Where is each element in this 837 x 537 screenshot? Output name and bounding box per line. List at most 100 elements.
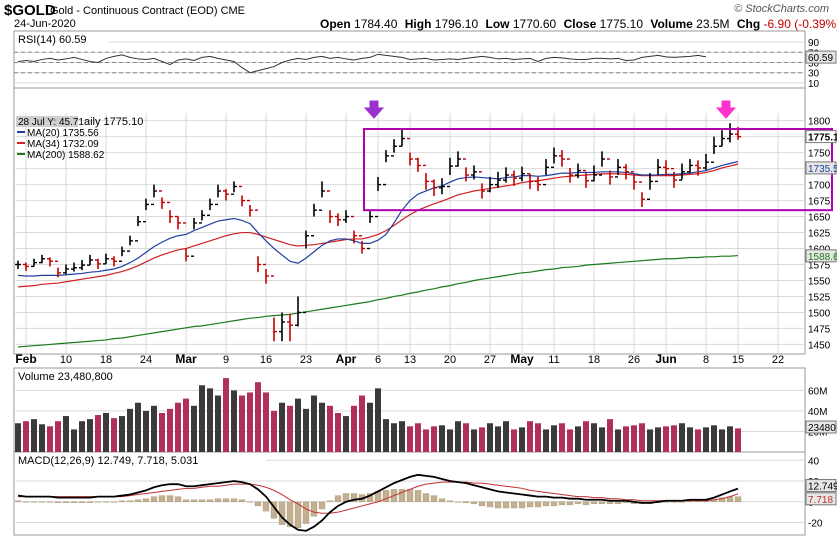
volume-bar	[23, 421, 29, 452]
volume-bar	[559, 423, 565, 452]
ohlc-bar	[71, 262, 77, 272]
rsi-last-value-box	[805, 50, 837, 64]
macd-histogram-bar	[62, 501, 70, 503]
volume-bar	[399, 421, 405, 452]
volume-bar	[463, 423, 469, 452]
macd-histogram-bar	[318, 501, 326, 510]
volume-bar	[31, 419, 37, 452]
macd-histogram-bar	[718, 497, 726, 502]
volume-bar	[527, 421, 533, 452]
volume-bar	[183, 398, 189, 452]
volume-bar	[119, 416, 125, 452]
macd-histogram-bar	[14, 500, 22, 502]
rsi-tick-label: 10	[808, 79, 820, 90]
macd-histogram-bar	[486, 501, 494, 508]
rsi-label: RSI(14) 60.59	[18, 34, 86, 46]
volume-bar	[127, 408, 133, 452]
ohlc-bar	[279, 312, 285, 342]
macd-histogram-bar	[150, 496, 158, 502]
ohlc-bar	[447, 157, 453, 188]
volume-bar	[215, 395, 221, 452]
macd-histogram-bar	[566, 501, 574, 506]
ohlc-bar	[487, 176, 493, 193]
volume-bar	[167, 408, 173, 452]
volume-bar	[431, 426, 437, 452]
ohlc-bar	[15, 260, 21, 269]
volume-value: 23.5M	[696, 17, 730, 31]
ohlc-bar	[159, 190, 165, 209]
ohlc-bar	[495, 171, 501, 188]
low-label: Low	[485, 17, 510, 31]
chart-date: 24-Jun-2020	[14, 18, 76, 30]
volume-bar	[543, 429, 549, 452]
ma200-line	[17, 254, 739, 348]
ohlc-bar	[351, 215, 357, 244]
volume-bar	[575, 426, 581, 452]
macd-histogram-bar	[126, 500, 134, 502]
x-tick-label: 24	[140, 354, 152, 366]
ohlc-bar	[319, 181, 325, 211]
price-tick-label: 1450	[808, 340, 831, 351]
ohlc-bar	[391, 139, 397, 157]
macd-histogram-bar	[350, 493, 358, 502]
price-tick-label: 1625	[808, 229, 831, 240]
ohlc-bar	[607, 158, 613, 185]
volume-bar	[511, 429, 517, 452]
volume-bar	[175, 402, 181, 452]
ohlc-bar	[343, 210, 349, 223]
volume-bar	[423, 429, 429, 452]
volume-bar	[287, 405, 293, 452]
ohlc-bar	[287, 313, 293, 342]
ohlc-bar	[23, 262, 29, 271]
macd-tick-label: 40	[808, 456, 820, 467]
ohlc-bar	[271, 275, 277, 342]
volume-bar	[111, 418, 117, 452]
volume-bar	[407, 426, 413, 452]
macd-histogram-bar	[310, 501, 318, 517]
macd-histogram-bar	[574, 501, 582, 505]
rsi-line	[17, 53, 707, 74]
volume-bar	[39, 424, 45, 452]
macd-histogram-bar	[78, 501, 86, 503]
volume-bar	[199, 385, 205, 452]
price-tick-label: 1675	[808, 197, 831, 208]
volume-bar	[319, 402, 325, 452]
ohlc-bar	[559, 150, 565, 167]
ohlc-bar	[367, 210, 373, 250]
price-tick-label: 1475	[808, 324, 831, 335]
macd-histogram-bar	[30, 501, 38, 503]
volume-bar	[375, 388, 381, 452]
x-tick-label: 8	[703, 354, 709, 366]
ohlc-bar	[295, 296, 301, 327]
macd-histogram-bar	[598, 501, 606, 505]
macd-histogram-bar	[446, 500, 454, 502]
price-last-value: 1775.1	[808, 133, 837, 144]
volume-bar	[79, 421, 85, 452]
price-panel: 1800177517501725170016751650162516001575…	[14, 100, 837, 366]
ohlc-bar	[567, 158, 573, 183]
volume-bar	[495, 426, 501, 452]
volume-bar	[615, 429, 621, 452]
macd-histogram-bar	[494, 501, 502, 509]
ohlc-bar	[311, 203, 317, 237]
price-tick-label: 1575	[808, 261, 831, 272]
volume-label: Volume 23,480,800	[18, 371, 113, 383]
macd-histogram-bar	[70, 501, 78, 503]
ohlc-bar	[407, 137, 413, 166]
macd-label: MACD(12,26,9) 12.749, 7.718, 5.031	[18, 455, 198, 467]
volume-bar	[535, 423, 541, 452]
x-tick-label: 9	[223, 354, 229, 366]
volume-bar	[623, 426, 629, 452]
price-last-value: 1588.6	[808, 252, 837, 263]
volume-bar	[735, 428, 741, 452]
volume-bar	[55, 421, 61, 452]
volume-bar	[455, 421, 461, 452]
volume-bar	[383, 419, 389, 452]
macd-histogram-bar	[94, 501, 102, 503]
legend-overlay: 28 Jul Y: 45.71	[18, 117, 84, 128]
macd-histogram-bar	[198, 499, 206, 502]
macd-histogram-bar	[302, 501, 310, 524]
symbol-description: Gold - Continuous Contract (EOD)	[50, 5, 218, 17]
ohlc-bar	[703, 153, 709, 170]
